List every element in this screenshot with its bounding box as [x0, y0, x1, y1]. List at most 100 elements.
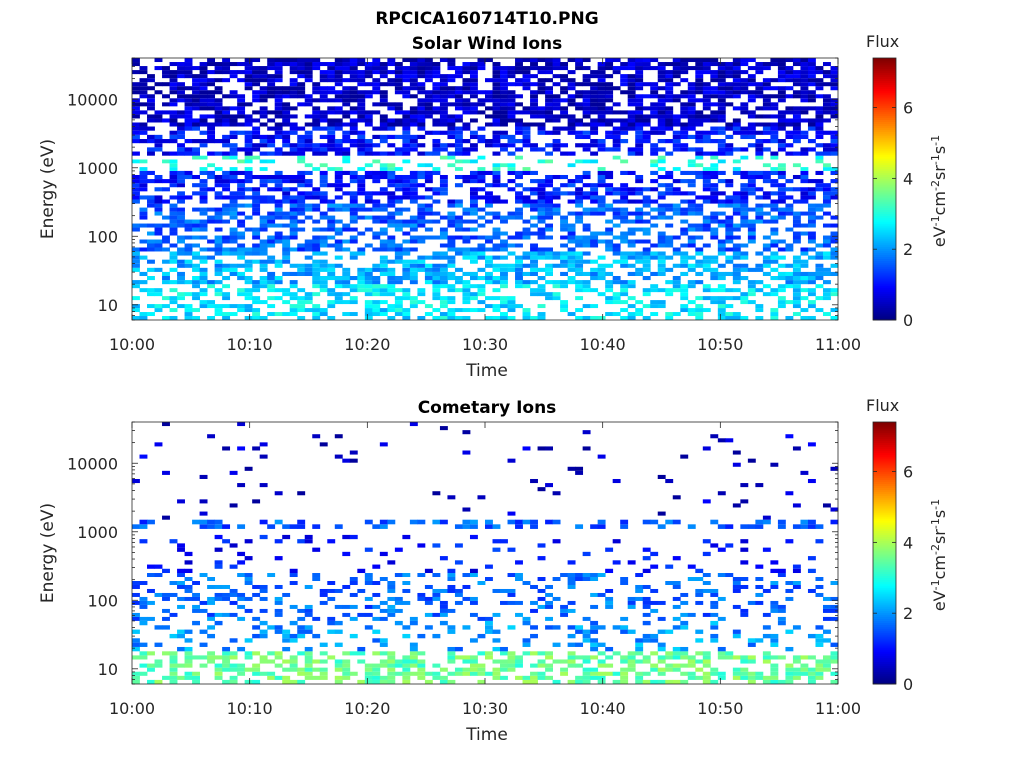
heatmap-cell	[800, 470, 809, 475]
heatmap-cell	[319, 588, 328, 593]
heatmap-cell	[259, 671, 268, 676]
heatmap-cell	[297, 183, 306, 188]
heatmap-cell	[522, 581, 531, 585]
heatmap-cell	[244, 573, 253, 578]
heatmap-cell	[199, 122, 208, 127]
heatmap-cell	[282, 675, 291, 680]
heatmap-cell	[282, 243, 291, 248]
heatmap-cell	[492, 174, 501, 180]
heatmap-cell	[177, 110, 185, 115]
heatmap-cell	[717, 70, 726, 75]
heatmap-cell	[597, 524, 606, 529]
heatmap-cell	[447, 235, 456, 240]
heatmap-cell	[274, 231, 283, 236]
heatmap-cell	[740, 671, 749, 676]
heatmap-cell	[394, 280, 403, 285]
heatmap-cell	[349, 219, 358, 224]
heatmap-cell	[650, 651, 659, 656]
heatmap-cell	[154, 292, 163, 297]
heatmap-cell	[747, 174, 756, 180]
heatmap-cell	[695, 223, 704, 228]
heatmap-cell	[590, 122, 599, 127]
heatmap-cell	[139, 280, 148, 285]
heatmap-cell	[605, 82, 614, 87]
heatmap-cell	[567, 130, 576, 135]
heatmap-cell	[342, 663, 351, 668]
heatmap-cell	[394, 663, 403, 668]
heatmap-cell	[387, 199, 396, 204]
heatmap-cell	[582, 616, 591, 621]
heatmap-cell	[244, 170, 253, 175]
heatmap-cell	[387, 288, 396, 293]
heatmap-cell	[349, 66, 358, 71]
heatmap-cell	[702, 58, 711, 63]
heatmap-cell	[657, 126, 666, 131]
heatmap-cell	[515, 199, 523, 204]
heatmap-cell	[439, 235, 448, 240]
heatmap-cell	[259, 86, 268, 91]
heatmap-cell	[657, 231, 666, 236]
heatmap-cell	[530, 122, 538, 127]
heatmap-cell	[132, 227, 140, 232]
heatmap-cell	[319, 78, 328, 83]
heatmap-cell	[485, 143, 493, 148]
heatmap-cell	[379, 170, 388, 175]
heatmap-cell	[439, 304, 448, 309]
heatmap-cell	[364, 675, 373, 680]
heatmap-cell	[439, 284, 448, 289]
heatmap-cell	[777, 170, 786, 175]
heatmap-cell	[304, 62, 313, 67]
heatmap-cell	[657, 304, 666, 309]
heatmap-cell	[454, 143, 463, 148]
heatmap-cell	[642, 292, 651, 297]
heatmap-cell	[334, 642, 343, 647]
heatmap-cell	[327, 215, 336, 220]
heatmap-cell	[485, 203, 493, 208]
heatmap-cell	[620, 187, 629, 192]
colorbar-segment	[873, 199, 896, 202]
colorbar-segment	[873, 291, 896, 294]
heatmap-cell	[162, 66, 170, 71]
heatmap-cell	[469, 235, 478, 240]
heatmap-cell	[319, 74, 328, 79]
heatmap-cell	[785, 434, 794, 439]
heatmap-cell	[297, 143, 306, 148]
heatmap-cell	[417, 151, 426, 156]
heatmap-cell	[500, 143, 508, 148]
heatmap-cell	[132, 642, 140, 647]
heatmap-cell	[822, 98, 831, 103]
heatmap-cell	[162, 316, 170, 320]
heatmap-cell	[680, 114, 689, 119]
heatmap-cell	[184, 94, 193, 99]
heatmap-cell	[439, 251, 448, 256]
heatmap-cell	[515, 130, 523, 135]
heatmap-cell	[695, 207, 704, 212]
heatmap-cell	[267, 174, 276, 180]
heatmap-cell	[537, 203, 546, 208]
heatmap-cell	[567, 466, 576, 471]
heatmap-cell	[680, 170, 689, 175]
heatmap-cell	[515, 195, 523, 200]
heatmap-cell	[710, 231, 719, 236]
heatmap-cell	[710, 271, 719, 277]
heatmap-cell	[274, 280, 283, 285]
heatmap-cell	[800, 130, 809, 135]
heatmap-cell	[515, 243, 523, 248]
heatmap-cell	[259, 259, 268, 264]
heatmap-cell	[259, 195, 268, 200]
heatmap-cell	[672, 235, 681, 240]
heatmap-cell	[717, 203, 726, 208]
heatmap-cell	[755, 94, 764, 99]
heatmap-cell	[552, 94, 561, 99]
heatmap-cell	[259, 106, 268, 111]
heatmap-cell	[184, 596, 193, 601]
heatmap-cell	[680, 58, 689, 63]
heatmap-cell	[312, 62, 321, 67]
heatmap-cell	[762, 122, 771, 127]
heatmap-cell	[635, 312, 644, 317]
heatmap-cell	[507, 94, 516, 99]
heatmap-cell	[702, 174, 711, 180]
heatmap-cell	[762, 612, 771, 617]
heatmap-cell	[259, 199, 268, 204]
heatmap-cell	[830, 642, 839, 647]
